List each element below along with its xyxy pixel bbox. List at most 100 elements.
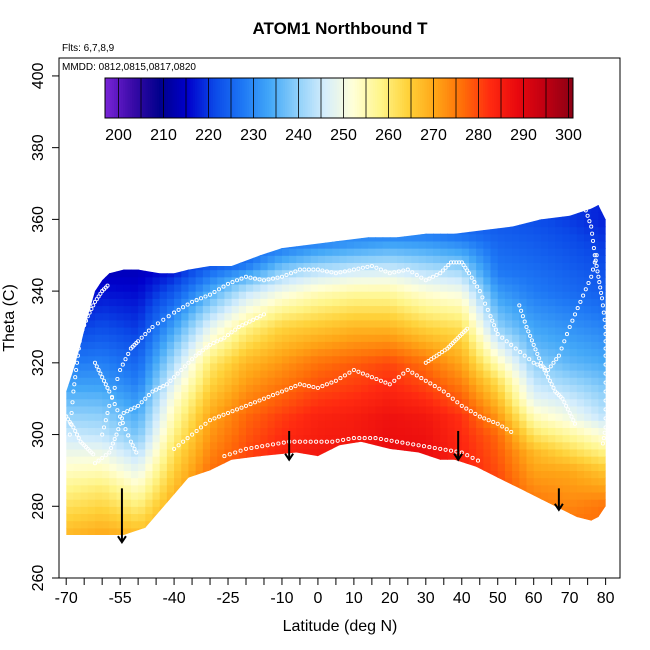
heatmap-cell [166, 248, 175, 256]
heatmap-cell [433, 384, 441, 393]
heatmap-cell [411, 276, 420, 285]
heatmap-cell [584, 377, 592, 385]
heatmap-cell [87, 276, 96, 285]
colorbar-cell [132, 78, 135, 118]
heatmap-cell [267, 491, 276, 500]
heatmap-cell [303, 319, 312, 328]
heatmap-cell [260, 377, 269, 385]
heatmap-cell [181, 205, 190, 206]
heatmap-cell [512, 513, 520, 522]
heatmap-cell [562, 219, 571, 228]
heatmap-cell [361, 499, 369, 507]
heatmap-cell [267, 420, 276, 428]
heatmap-cell [296, 283, 305, 292]
heatmap-cell [353, 334, 362, 342]
heatmap-cell [569, 248, 578, 256]
heatmap-cell [425, 491, 434, 500]
heatmap-cell [138, 513, 146, 522]
heatmap-cell [584, 348, 592, 357]
heatmap-cell [483, 456, 492, 464]
heatmap-cell [512, 298, 520, 307]
heatmap-cell [66, 391, 74, 400]
heatmap-cell [289, 355, 297, 364]
heatmap-cell [375, 276, 384, 285]
heatmap-cell [317, 334, 326, 342]
track-point [601, 436, 606, 441]
heatmap-cell [576, 377, 585, 385]
heatmap-cell [102, 276, 110, 285]
heatmap-cell [404, 370, 413, 378]
heatmap-cell [73, 205, 82, 206]
heatmap-cell [540, 534, 549, 535]
heatmap-cell [231, 269, 240, 278]
heatmap-cell [116, 370, 125, 378]
heatmap-cell [260, 240, 269, 249]
heatmap-cell [447, 233, 456, 242]
heatmap-cell [382, 298, 391, 307]
heatmap-cell [202, 283, 211, 292]
heatmap-cell [569, 262, 578, 271]
heatmap-cell [238, 298, 247, 307]
heatmap-cell [490, 534, 499, 535]
heatmap-cell [274, 420, 283, 428]
heatmap-cell [540, 341, 549, 350]
heatmap-cell [231, 248, 240, 256]
heatmap-cell [382, 205, 391, 213]
heatmap-cell [116, 448, 125, 457]
heatmap-cell [591, 520, 600, 529]
heatmap-cell [555, 448, 564, 457]
heatmap-cell [476, 499, 484, 507]
track-point [115, 376, 120, 382]
heatmap-cell [310, 513, 319, 522]
heatmap-cell [238, 398, 247, 407]
heatmap-cell [80, 262, 89, 271]
heatmap-cell [411, 219, 420, 228]
heatmap-cell [497, 276, 506, 285]
heatmap-cell [281, 240, 290, 249]
heatmap-cell [447, 348, 456, 357]
heatmap-cell [217, 470, 226, 479]
heatmap-cell [540, 205, 549, 206]
heatmap-cell [418, 463, 427, 472]
heatmap-cell [281, 319, 290, 328]
heatmap-cell [130, 248, 139, 256]
heatmap-cell [397, 391, 405, 400]
heatmap-cell [584, 298, 592, 307]
heatmap-cell [404, 405, 413, 414]
heatmap-cell [397, 434, 405, 443]
heatmap-cell [260, 305, 269, 314]
heatmap-cell [433, 491, 441, 500]
heatmap-cell [389, 520, 398, 529]
track-point [575, 306, 580, 311]
heatmap-cell [217, 355, 226, 364]
heatmap-cell [404, 240, 413, 249]
heatmap-cell [339, 441, 348, 450]
heatmap-cell [224, 470, 233, 479]
heatmap-cell [562, 441, 571, 450]
colorbar-cell [352, 78, 356, 118]
heatmap-cell [497, 384, 506, 393]
heatmap-cell [224, 398, 233, 407]
track-point [400, 440, 405, 445]
heatmap-cell [202, 391, 211, 400]
heatmap-cell [404, 291, 413, 299]
heatmap-cell [94, 269, 103, 278]
track-point [112, 436, 117, 442]
heatmap-cell [569, 427, 578, 436]
heatmap-cell [418, 283, 427, 292]
colorbar-cell [231, 78, 234, 118]
heatmap-cell [130, 427, 139, 436]
heatmap-cell [303, 205, 312, 213]
heatmap-cell [569, 477, 578, 486]
heatmap-cell [389, 291, 398, 299]
heatmap-cell [130, 456, 139, 464]
heatmap-cell [94, 463, 103, 472]
track-point [593, 258, 598, 263]
track-point [207, 292, 213, 297]
track-point [459, 403, 464, 408]
heatmap-cell [591, 248, 600, 256]
heatmap-cell [468, 377, 477, 385]
heatmap-cell [497, 283, 506, 292]
heatmap-cell [102, 448, 110, 457]
heatmap-cell [397, 370, 405, 378]
